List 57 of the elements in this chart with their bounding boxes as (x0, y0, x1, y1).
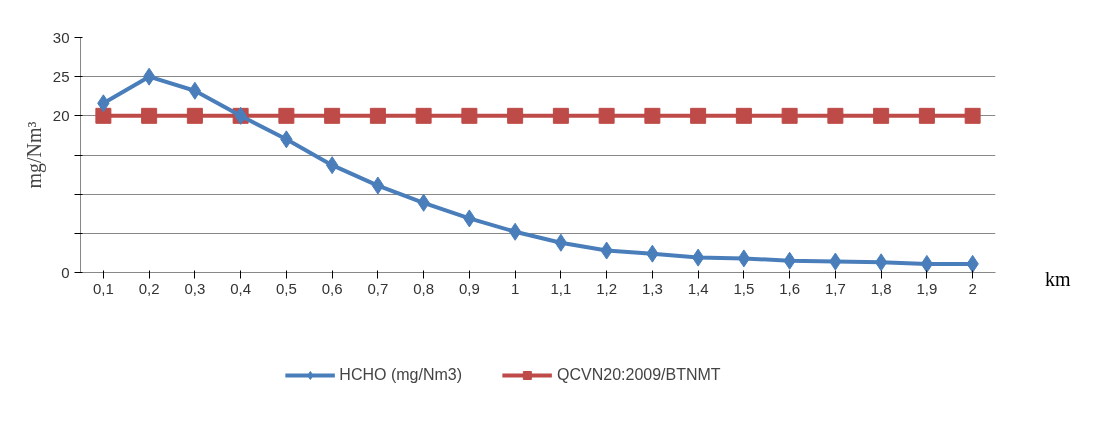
point (827, 107, 844, 124)
x-tick-label: 1,5 (733, 279, 755, 297)
x-tick-label: 0,5 (275, 279, 297, 297)
point (873, 107, 890, 124)
point (918, 107, 935, 124)
x-tick-label: 1,2 (596, 279, 618, 297)
point (508, 222, 522, 241)
x-tick-label: 0,8 (413, 279, 435, 297)
point (735, 107, 752, 124)
point (369, 107, 386, 124)
x-tick-label: 1,4 (687, 279, 709, 297)
x-tick-label: 0,1 (92, 279, 114, 297)
x-tick-label: 1,6 (779, 279, 801, 297)
point (95, 107, 112, 124)
x-tick-label: 0,7 (367, 279, 389, 297)
y-tick-label: 25 (52, 67, 70, 85)
legend-label: QCVN20:2009/BTNMT (557, 365, 721, 384)
y-tick-label: 0 (61, 263, 70, 281)
point (920, 254, 934, 273)
point (690, 107, 707, 124)
point (874, 253, 888, 272)
point (598, 107, 615, 124)
point (644, 107, 661, 124)
x-tick-label: 1,1 (550, 279, 572, 297)
x-tick-label: 0,3 (184, 279, 206, 297)
x-tick-label: 1 (510, 279, 520, 297)
x-tick-label: 1,3 (641, 279, 663, 297)
point (554, 233, 568, 252)
x-tick-label: 1,9 (916, 279, 938, 297)
point (781, 107, 798, 124)
y-tick-label: 30 (52, 28, 70, 46)
x-axis-title: km (1045, 267, 1071, 292)
point (186, 107, 203, 124)
y-tick-label: 20 (52, 106, 70, 124)
x-tick-label: 0,4 (230, 279, 252, 297)
x-tick-label: 0,6 (321, 279, 343, 297)
x-tick-label: 0,9 (458, 279, 480, 297)
point (324, 107, 341, 124)
x-tick-label: 1,7 (824, 279, 846, 297)
point (141, 107, 158, 124)
point (371, 176, 385, 195)
y-axis-title: mg/Nm³ (22, 121, 46, 189)
x-tick-label: 2 (968, 279, 977, 297)
point (964, 107, 981, 124)
point (552, 107, 569, 124)
point (507, 107, 524, 124)
x-tick-label: 1,8 (870, 279, 892, 297)
x-tick-label: 0,2 (138, 279, 160, 297)
point (142, 67, 156, 86)
point (737, 249, 751, 268)
point (461, 107, 478, 124)
point (278, 107, 295, 124)
point (325, 156, 339, 175)
point (188, 81, 202, 100)
point (691, 248, 705, 267)
point (415, 107, 432, 124)
legend-label: HCHO (mg/Nm3) (339, 365, 463, 384)
